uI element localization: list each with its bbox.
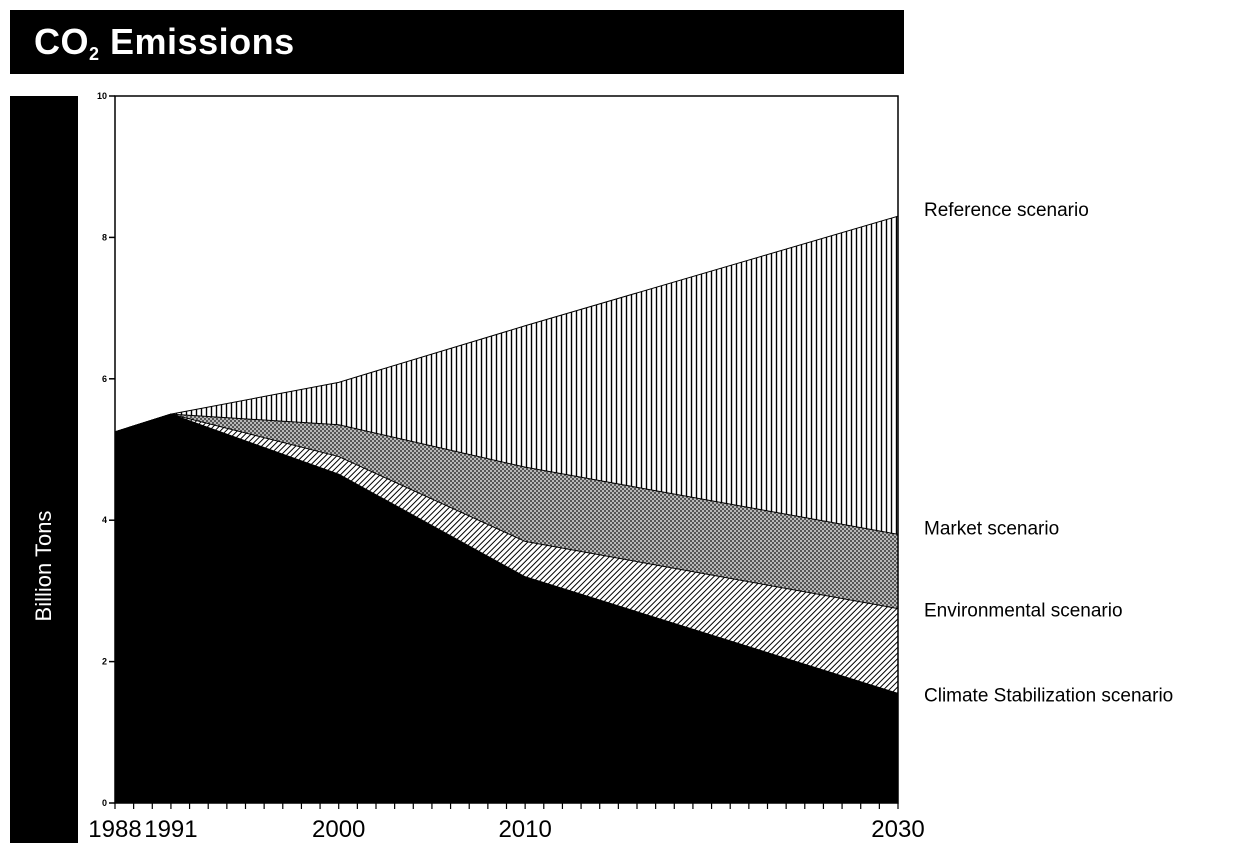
label-climate-stabilization-scenario: Climate Stabilization scenario (924, 685, 1173, 706)
x-tick-label: 2010 (498, 816, 551, 843)
label-environmental-scenario: Environmental scenario (924, 601, 1123, 622)
x-tick-label: 1991 (144, 816, 197, 843)
label-market-scenario: Market scenario (924, 518, 1059, 539)
title-bar: CO2 Emissions (10, 10, 904, 74)
x-tick-label: 2000 (312, 816, 365, 843)
area-layers (114, 215, 899, 804)
y-tick-label: 4 (102, 515, 107, 525)
y-tick-label: 0 (102, 798, 107, 808)
y-tick-label: 6 (102, 374, 107, 384)
x-tick-label: 2030 (871, 816, 924, 843)
x-tick-label: 1988 (88, 816, 141, 843)
y-tick-label: 2 (102, 657, 107, 667)
y-tick-label: 10 (97, 91, 107, 101)
axes: 0 2 4 6 8 10 1988 1991 2000 2010 2030 (88, 91, 924, 843)
y-axis-label-bar: Billion Tons (10, 96, 78, 843)
y-tick-label: 8 (102, 232, 107, 242)
label-reference-scenario: Reference scenario (924, 200, 1089, 221)
series-labels: Reference scenario Market scenario Environ… (924, 200, 1173, 706)
chart-title: CO2 Emissions (34, 21, 295, 64)
